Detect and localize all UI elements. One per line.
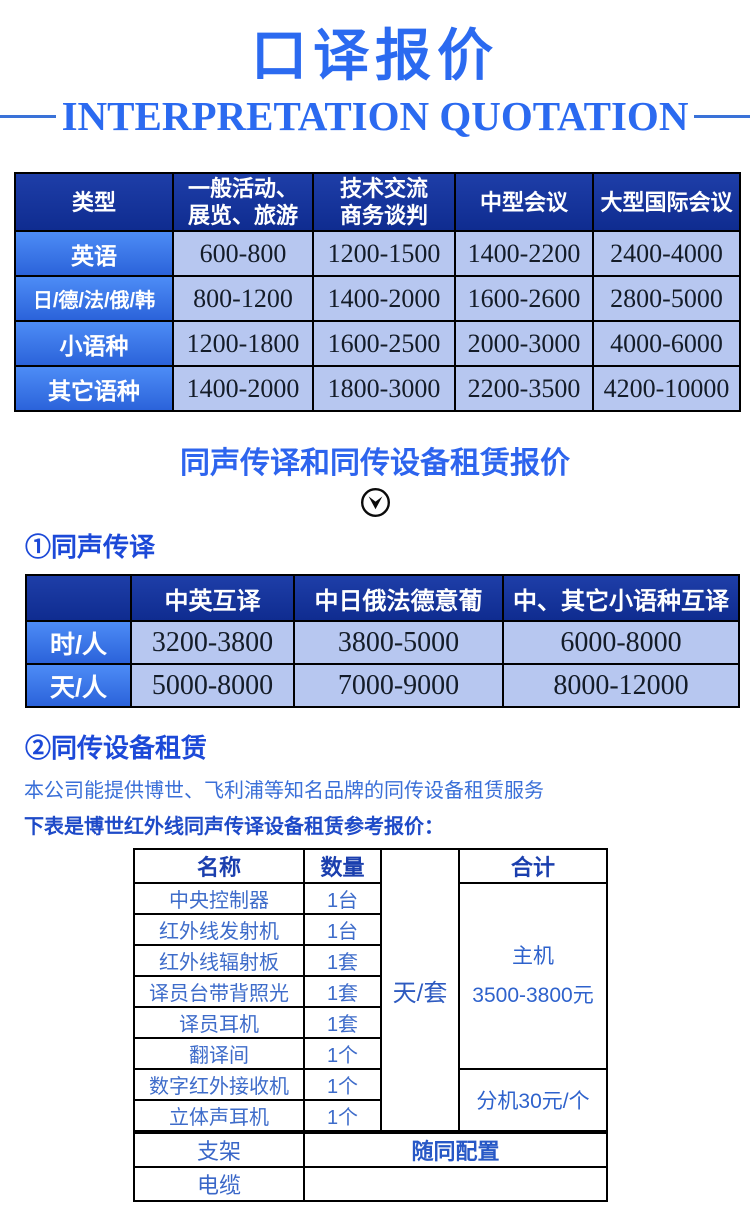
- table-row: 英语 600-800 1200-1500 1400-2200 2400-4000: [14, 230, 741, 278]
- price-cell: 4000-6000: [592, 320, 741, 368]
- item-qty: 1套: [303, 975, 382, 1009]
- column-header-medium-conference: 中型会议: [454, 172, 594, 233]
- table-row: 红外线发射机 1台: [133, 913, 607, 947]
- price-cell: 2400-4000: [592, 230, 741, 278]
- item-qty: 1个: [303, 1037, 382, 1071]
- row-label: 日/德/法/俄/韩: [14, 275, 174, 323]
- item-name: 中央控制器: [133, 882, 305, 916]
- page-root: 口译报价 INTERPRETATION QUOTATION 类型 一般活动、 展览…: [0, 24, 750, 1203]
- price-cell: 5000-8000: [130, 663, 295, 709]
- price-cell: 1600-2500: [312, 320, 456, 368]
- row-label: 天/人: [25, 663, 132, 709]
- price-cell: 8000-12000: [502, 663, 740, 709]
- table-row: 立体声耳机 1个: [133, 1099, 607, 1134]
- price-cell: 1400-2000: [312, 275, 456, 323]
- cable-value: [303, 1166, 608, 1203]
- bracket-row: 支架 随同配置: [133, 1130, 608, 1169]
- table-row: 其它语种 1400-2000 1800-3000 2200-3500 4200-…: [14, 365, 741, 413]
- table-row: 数字红外接收机 1个 分机30元/个: [133, 1068, 608, 1134]
- row-label: 小语种: [14, 320, 174, 368]
- price-cell: 3200-3800: [130, 620, 295, 666]
- price-cell: 7000-9000: [293, 663, 504, 709]
- column-header-technical: 技术交流 商务谈判: [312, 172, 456, 233]
- column-header-large-conference: 大型国际会议: [592, 172, 741, 233]
- table-header-row: 类型 一般活动、 展览、旅游 技术交流 商务谈判 中型会议 大型国际会议: [14, 172, 741, 233]
- unit-cell: 天/套: [380, 848, 460, 1134]
- name-column-header: 名称: [133, 848, 305, 885]
- price-cell: 1400-2000: [172, 365, 314, 413]
- table-row: 小语种 1200-1800 1600-2500 2000-3000 4000-6…: [14, 320, 741, 368]
- total-main-line2: 3500-3800元: [472, 984, 594, 1008]
- price-cell: 1400-2200: [454, 230, 594, 278]
- total-column-header: 合计: [458, 848, 608, 885]
- price-cell: 6000-8000: [502, 620, 740, 666]
- section-heading: 同声传译和同传设备租赁报价: [180, 447, 570, 481]
- price-cell: 4200-10000: [592, 365, 741, 413]
- item-qty: 1套: [303, 944, 382, 978]
- item-name: 红外线辐射板: [133, 944, 305, 978]
- price-cell: 2800-5000: [592, 275, 741, 323]
- row-label: 英语: [14, 230, 174, 278]
- simultaneous-interpretation-table: 中英互译 中日俄法德意葡 中、其它小语种互译 时/人 3200-3800 380…: [25, 574, 740, 709]
- item-qty: 1个: [303, 1099, 382, 1134]
- subtitle-row: INTERPRETATION QUOTATION: [0, 92, 750, 140]
- total-sub-cell: 分机30元/个: [458, 1068, 608, 1134]
- table-row: 译员耳机 1套: [133, 1006, 607, 1040]
- price-cell: 1200-1500: [312, 230, 456, 278]
- item-name: 电缆: [133, 1166, 305, 1203]
- item-name: 译员耳机: [133, 1006, 305, 1040]
- table-row: 天/人 5000-8000 7000-9000 8000-12000: [25, 663, 740, 709]
- table-row: 中央控制器 1台 主机 3500-3800元: [133, 882, 608, 1071]
- price-cell: 2200-3500: [454, 365, 594, 413]
- column-header-cn-minor: 中、其它小语种互译: [502, 574, 740, 623]
- price-cell: 1600-2600: [454, 275, 594, 323]
- equipment-intro-line2: 下表是博世红外线同声传译设备租赁参考报价：: [24, 816, 444, 839]
- page-subtitle: INTERPRETATION QUOTATION: [61, 93, 689, 140]
- column-header-general: 一般活动、 展览、旅游: [172, 172, 314, 233]
- equipment-intro-line1: 本公司能提供博世、飞利浦等知名品牌的同传设备租赁服务: [24, 780, 544, 803]
- item-name: 红外线发射机: [133, 913, 305, 947]
- bracket-value: 随同配置: [303, 1130, 608, 1169]
- item-name: 译员台带背照光: [133, 975, 305, 1009]
- table-header-row: 中英互译 中日俄法德意葡 中、其它小语种互译: [25, 574, 740, 623]
- column-header-cn-major: 中日俄法德意葡: [293, 574, 504, 623]
- price-cell: 3800-5000: [293, 620, 504, 666]
- table-row: 红外线辐射板 1套: [133, 944, 607, 978]
- table-header-row: 名称 数量 天/套 合计: [133, 848, 608, 1134]
- cable-row: 电缆: [133, 1166, 608, 1203]
- page-title: 口译报价: [251, 24, 499, 87]
- si-section-label: ①同声传译: [25, 532, 156, 563]
- divider-line-right: [694, 114, 750, 118]
- price-cell: 800-1200: [172, 275, 314, 323]
- item-qty: 1套: [303, 1006, 382, 1040]
- item-name: 翻译间: [133, 1037, 305, 1071]
- table-row: 时/人 3200-3800 3800-5000 6000-8000: [25, 620, 740, 666]
- quantity-column-header: 数量: [303, 848, 382, 885]
- item-name: 数字红外接收机: [133, 1068, 305, 1102]
- column-header-cn-en: 中英互译: [130, 574, 295, 623]
- item-qty: 1个: [303, 1068, 382, 1102]
- table-row: 译员台带背照光 1套: [133, 975, 607, 1009]
- item-qty: 1台: [303, 882, 382, 916]
- price-cell: 2000-3000: [454, 320, 594, 368]
- price-cell: 1200-1800: [172, 320, 314, 368]
- equipment-rental-table: 名称 数量 天/套 合计 中央控制器 1台 主机 3500-3800元 红外线发…: [133, 848, 608, 1203]
- table-row: 翻译间 1个: [133, 1037, 607, 1071]
- column-header-type: 类型: [14, 172, 174, 233]
- price-cell: 600-800: [172, 230, 314, 278]
- down-arrow-icon: [0, 487, 750, 519]
- price-cell: 1800-3000: [312, 365, 456, 413]
- total-main-cell: 主机 3500-3800元: [458, 882, 608, 1071]
- divider-line-left: [0, 114, 56, 118]
- row-label: 时/人: [25, 620, 132, 666]
- total-main-line1: 主机: [512, 944, 554, 968]
- equipment-section-label: ②同传设备租赁: [25, 733, 208, 764]
- table-row: 日/德/法/俄/韩 800-1200 1400-2000 1600-2600 2…: [14, 275, 741, 323]
- interpretation-price-table: 类型 一般活动、 展览、旅游 技术交流 商务谈判 中型会议 大型国际会议 英语 60…: [14, 172, 741, 413]
- corner-cell: [25, 574, 132, 623]
- item-qty: 1台: [303, 913, 382, 947]
- item-name: 立体声耳机: [133, 1099, 305, 1134]
- row-label: 其它语种: [14, 365, 174, 413]
- item-name: 支架: [133, 1130, 305, 1169]
